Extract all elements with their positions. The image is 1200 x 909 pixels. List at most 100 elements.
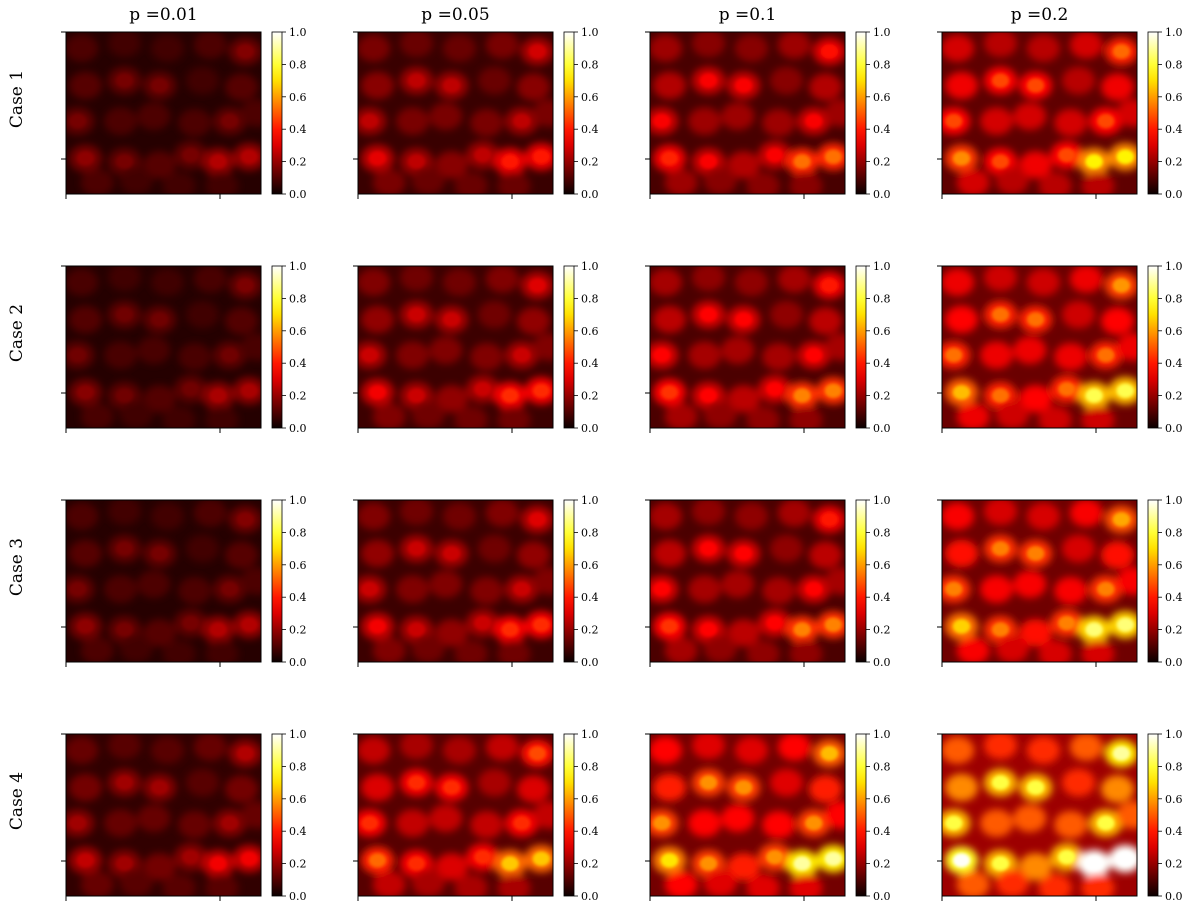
heatmap-hotspot	[221, 815, 239, 831]
heatmap-blob	[162, 874, 196, 896]
colorbar-tick-label: 0.6	[1165, 559, 1183, 572]
heatmap-hotspot	[474, 849, 492, 865]
colorbar-tick-label: 0.0	[1165, 422, 1183, 435]
heatmap-blob	[1019, 385, 1053, 413]
heatmap-blob	[1116, 333, 1137, 361]
heatmap-blob	[1069, 734, 1103, 761]
heatmap-hotspot	[991, 73, 1010, 88]
heatmap-hotspot	[407, 154, 426, 169]
colorbar	[271, 265, 283, 429]
heatmap-blob	[470, 108, 504, 137]
heatmap-hotspot	[1112, 278, 1131, 293]
heatmap-blob	[1054, 576, 1088, 605]
heatmap-hotspot	[1026, 312, 1045, 327]
heatmap-hotspot	[236, 512, 255, 527]
heatmap-blob	[762, 576, 796, 605]
colorbar-tick-label: 0.4	[581, 357, 599, 370]
heatmap-blob	[185, 66, 220, 95]
colorbar-tick-label: 0.4	[1165, 357, 1183, 370]
colorbar-tick-label: 0.8	[581, 58, 599, 71]
heatmap-hotspot	[766, 381, 784, 397]
heatmap-frame	[941, 31, 1138, 195]
heatmap-hotspot	[360, 581, 379, 597]
heatmap-blob	[477, 300, 512, 329]
colorbar-tick-label: 0.2	[289, 156, 307, 169]
heatmap-blob	[429, 102, 463, 131]
heatmap-blob	[372, 870, 406, 896]
colorbar-tick-label: 0.4	[289, 825, 307, 838]
colorbar-tick-label: 0.8	[581, 760, 599, 773]
heatmap-blob	[104, 575, 138, 603]
heatmap-hotspot	[699, 307, 718, 322]
heatmap-blob	[358, 736, 391, 764]
heatmap-blob	[360, 305, 395, 334]
heatmap-hotspot	[820, 44, 839, 59]
heatmap-blob	[68, 773, 103, 802]
heatmap-blob	[119, 167, 153, 194]
heatmap-blob	[224, 307, 259, 335]
colorbar-tick-label: 1.0	[873, 260, 891, 273]
heatmap-hotspot	[513, 581, 531, 597]
heatmap-hotspot	[528, 44, 547, 59]
heatmap-hotspot	[699, 73, 718, 88]
heatmap-frame	[65, 733, 262, 897]
heatmap-hotspot	[209, 856, 227, 871]
heatmap-blob	[824, 801, 845, 829]
heatmap-hotspot	[699, 775, 718, 790]
heatmap-hotspot	[115, 73, 134, 88]
colorbar-tick-label: 0.0	[581, 188, 599, 201]
heatmap-hotspot	[820, 278, 839, 293]
heatmap-hotspot	[952, 151, 971, 166]
colorbar-tick-label: 0.0	[1165, 656, 1183, 669]
heatmap-hotspot	[407, 775, 426, 790]
heatmap-hotspot	[442, 780, 461, 795]
heatmap-blob	[66, 502, 99, 530]
heatmap-panel	[650, 266, 845, 428]
heatmap-blob	[664, 402, 698, 428]
row-label: Case 4	[7, 772, 27, 830]
heatmap-blob	[396, 107, 430, 135]
heatmap-blob	[944, 305, 979, 334]
heatmap-hotspot	[209, 154, 227, 169]
heatmap-blob	[240, 99, 261, 127]
heatmap-blob	[956, 168, 990, 194]
heatmap-blob	[150, 736, 184, 764]
heatmap-blob	[1038, 640, 1072, 662]
heatmap-hotspot	[1116, 149, 1135, 165]
heatmap-blob	[372, 636, 406, 662]
colorbar	[271, 31, 283, 195]
heatmap-panel	[942, 266, 1137, 428]
heatmap-panel	[358, 500, 553, 662]
heatmap-blob	[746, 406, 780, 428]
heatmap-hotspot	[240, 383, 259, 399]
heatmap-blob	[942, 268, 975, 296]
colorbar-tick-label: 1.0	[289, 494, 307, 507]
colorbar	[563, 265, 575, 429]
heatmap-hotspot	[209, 622, 227, 637]
heatmap-hotspot	[513, 113, 531, 129]
heatmap-blob	[995, 635, 1029, 662]
heatmap-blob	[1038, 172, 1072, 194]
heatmap-blob	[1038, 406, 1072, 428]
heatmap-blob	[497, 640, 531, 662]
heatmap-blob	[808, 307, 843, 335]
colorbar-tick-label: 0.2	[1165, 858, 1183, 871]
heatmap-blob	[150, 502, 184, 530]
heatmap-blob	[107, 734, 142, 760]
colorbar-tick-label: 0.0	[1165, 890, 1183, 903]
colorbar-tick-label: 0.6	[873, 559, 891, 572]
heatmap-blob	[734, 268, 768, 296]
heatmap-hotspot	[1112, 44, 1131, 59]
heatmap-blob	[1081, 172, 1115, 194]
heatmap-hotspot	[734, 546, 753, 561]
heatmap-hotspot	[805, 815, 823, 831]
heatmap-blob	[1116, 99, 1137, 127]
heatmap-blob	[442, 268, 476, 296]
heatmap-blob	[1100, 775, 1135, 803]
colorbar-tick-label: 1.0	[581, 260, 599, 273]
colorbar-tick-label: 0.8	[873, 292, 891, 305]
heatmap-panel	[66, 500, 261, 662]
heatmap-blob	[1026, 736, 1060, 764]
colorbar	[1147, 265, 1159, 429]
heatmap-hotspot	[528, 512, 547, 527]
